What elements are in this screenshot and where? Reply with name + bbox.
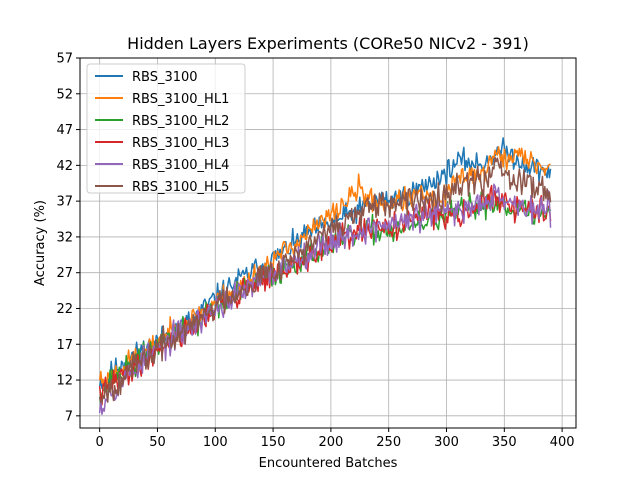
- x-tick-label: 200: [318, 435, 343, 450]
- legend-label: RBS_3100_HL1: [132, 92, 229, 107]
- y-tick-label: 52: [56, 87, 73, 102]
- legend-label: RBS_3100_HL3: [132, 136, 229, 151]
- y-tick-label: 12: [56, 374, 73, 389]
- y-tick-label: 47: [56, 123, 73, 138]
- y-tick-label: 27: [56, 266, 73, 281]
- legend-label: RBS_3100_HL4: [132, 158, 229, 173]
- x-tick-label: 150: [261, 435, 286, 450]
- x-tick-label: 400: [550, 435, 575, 450]
- x-tick-label: 350: [492, 435, 517, 450]
- legend-box: [86, 63, 246, 194]
- series-line-rbs-3100-hl4: [98, 183, 552, 416]
- series-layer: [98, 137, 552, 416]
- x-tick-label: 300: [434, 435, 459, 450]
- plot-frame: [79, 57, 577, 429]
- y-tick-label: 32: [56, 230, 73, 245]
- y-tick-label: 37: [56, 195, 73, 210]
- chart-title: Hidden Layers Experiments (CORe50 NICv2 …: [127, 34, 529, 53]
- y-tick-label: 17: [56, 338, 73, 353]
- legend: RBS_3100 RBS_3100_HL1 RBS_3100_HL2 RBS_3100…: [86, 63, 246, 195]
- axis-ticks: 0 50 100 150 200 250 300 350 400 7 12 17 22 27 32 37 42 4…: [56, 52, 574, 451]
- legend-label: RBS_3100: [132, 70, 198, 85]
- series-line-rbs-3100-hl5: [98, 156, 552, 404]
- y-tick-label: 22: [56, 302, 73, 317]
- x-tick-label: 250: [376, 435, 401, 450]
- y-tick-label: 57: [56, 52, 73, 67]
- x-axis-label: Encountered Batches: [259, 456, 398, 471]
- y-axis-label: Accuracy (%): [33, 200, 48, 286]
- x-tick-label: 0: [96, 435, 104, 450]
- x-tick-label: 50: [149, 435, 166, 450]
- y-tick-label: 7: [65, 409, 73, 424]
- x-tick-label: 100: [203, 435, 228, 450]
- y-tick-label: 42: [56, 159, 73, 174]
- legend-label: RBS_3100_HL5: [132, 180, 229, 195]
- legend-label: RBS_3100_HL2: [132, 114, 229, 129]
